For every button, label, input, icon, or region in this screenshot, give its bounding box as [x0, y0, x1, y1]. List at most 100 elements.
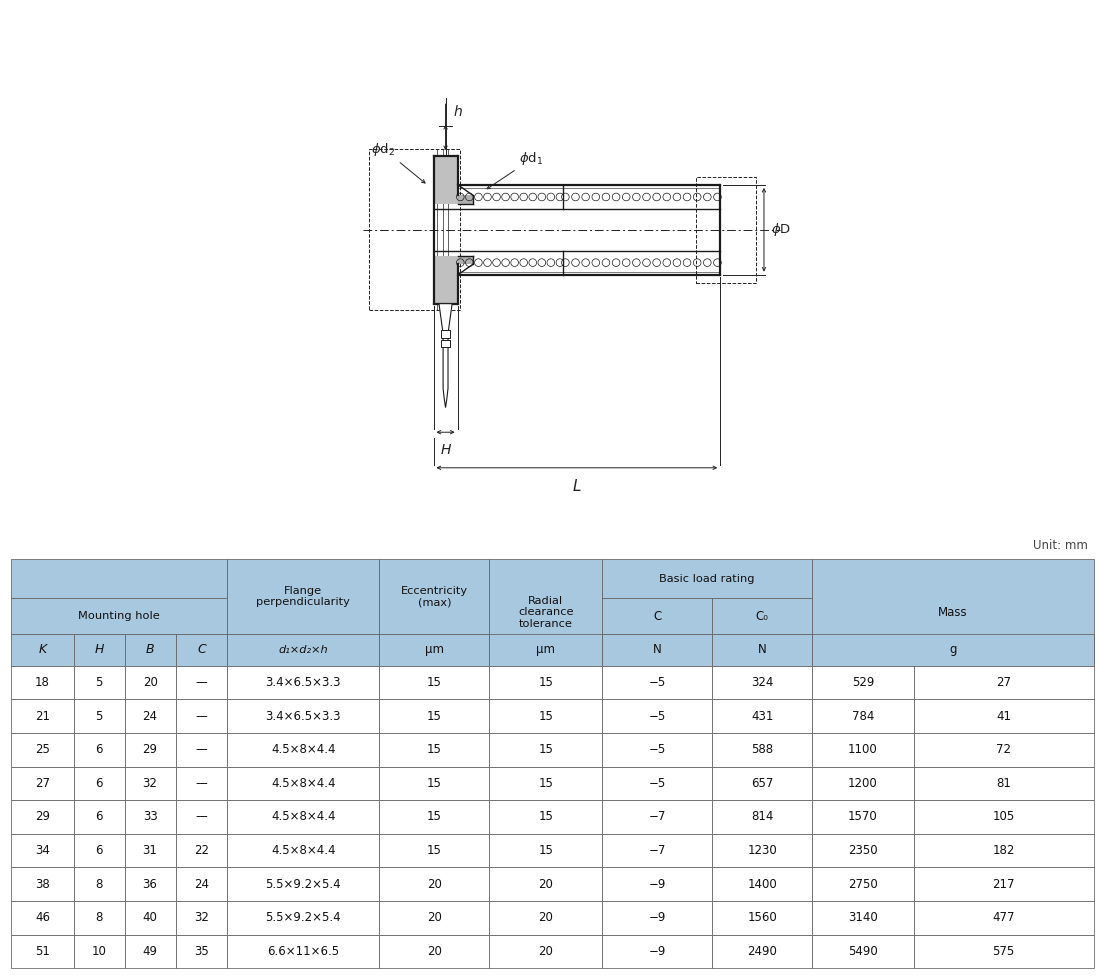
Text: 814: 814	[751, 811, 774, 824]
Bar	[602, 833, 712, 868]
Text: 15: 15	[426, 811, 442, 824]
Text: K: K	[38, 643, 46, 657]
Text: H: H	[95, 643, 104, 657]
Bar	[74, 901, 124, 935]
Bar	[124, 868, 176, 901]
Bar	[176, 700, 227, 733]
Text: 33: 33	[143, 811, 157, 824]
Text: 182: 182	[992, 844, 1014, 857]
Bar	[489, 559, 602, 666]
Bar	[913, 901, 1094, 935]
Text: —: —	[196, 676, 208, 689]
Text: 81: 81	[996, 777, 1011, 789]
Bar	[227, 800, 379, 833]
Text: 217: 217	[992, 877, 1014, 891]
Text: 15: 15	[426, 676, 442, 689]
Text: Eccentricity
(max): Eccentricity (max)	[401, 585, 468, 608]
Bar	[124, 935, 176, 968]
Text: $\phi$d$_2$: $\phi$d$_2$	[371, 141, 396, 158]
Bar	[712, 666, 812, 700]
Bar	[812, 666, 913, 700]
Text: 6: 6	[96, 743, 103, 756]
Text: 105: 105	[992, 811, 1014, 824]
Text: −7: −7	[648, 844, 666, 857]
Bar	[913, 767, 1094, 800]
Bar	[227, 935, 379, 968]
Bar	[812, 833, 913, 868]
Text: 40: 40	[143, 912, 157, 924]
Bar	[602, 901, 712, 935]
Bar	[227, 733, 379, 767]
Bar	[712, 901, 812, 935]
Text: 3.4×6.5×3.3: 3.4×6.5×3.3	[266, 709, 341, 723]
Text: L: L	[573, 479, 581, 493]
Text: μm: μm	[536, 643, 555, 657]
Bar	[696, 177, 756, 283]
Bar	[227, 559, 379, 634]
Bar	[441, 340, 451, 348]
Bar	[227, 767, 379, 800]
Text: −7: −7	[648, 811, 666, 824]
Text: 29: 29	[143, 743, 157, 756]
Bar	[74, 800, 124, 833]
Bar	[11, 901, 74, 935]
Polygon shape	[457, 256, 473, 264]
Text: —: —	[196, 709, 208, 723]
Bar	[489, 868, 602, 901]
Bar	[74, 935, 124, 968]
Text: 21: 21	[35, 709, 49, 723]
Bar	[379, 700, 489, 733]
Text: 72: 72	[996, 743, 1011, 756]
Text: 15: 15	[426, 743, 442, 756]
Text: 4.5×8×4.4: 4.5×8×4.4	[271, 844, 335, 857]
Bar	[812, 634, 1094, 666]
Text: 46: 46	[35, 912, 49, 924]
Text: Mounting hole: Mounting hole	[78, 611, 160, 621]
Text: C: C	[197, 643, 206, 657]
Text: μm: μm	[424, 643, 444, 657]
Bar	[602, 700, 712, 733]
Bar	[11, 559, 227, 598]
Bar	[489, 935, 602, 968]
Bar	[74, 767, 124, 800]
Bar	[812, 733, 913, 767]
Text: 34: 34	[35, 844, 49, 857]
Bar	[124, 901, 176, 935]
Bar	[379, 800, 489, 833]
Text: 784: 784	[852, 709, 874, 723]
Bar	[11, 666, 74, 700]
Text: 25: 25	[35, 743, 49, 756]
Bar	[379, 767, 489, 800]
Bar	[602, 733, 712, 767]
Bar	[712, 733, 812, 767]
Text: 27: 27	[996, 676, 1011, 689]
Bar	[176, 901, 227, 935]
Bar	[812, 935, 913, 968]
Text: 5.5×9.2×5.4: 5.5×9.2×5.4	[266, 912, 341, 924]
Text: 20: 20	[426, 877, 442, 891]
Bar	[176, 868, 227, 901]
Bar	[176, 666, 227, 700]
Bar	[124, 833, 176, 868]
Text: C₀: C₀	[756, 610, 768, 622]
Bar	[489, 833, 602, 868]
Text: —: —	[196, 743, 208, 756]
Bar	[602, 868, 712, 901]
Bar	[812, 868, 913, 901]
Text: −5: −5	[648, 709, 666, 723]
Bar	[227, 634, 379, 666]
Bar	[913, 800, 1094, 833]
Text: N: N	[653, 643, 662, 657]
Bar	[11, 800, 74, 833]
Text: 15: 15	[426, 777, 442, 789]
Bar	[712, 833, 812, 868]
Bar	[227, 833, 379, 868]
Text: 31: 31	[143, 844, 157, 857]
Bar	[176, 634, 227, 666]
Bar	[602, 666, 712, 700]
Text: 24: 24	[195, 877, 209, 891]
Bar	[124, 634, 176, 666]
Text: 5: 5	[96, 676, 103, 689]
Bar	[602, 767, 712, 800]
Bar	[74, 634, 124, 666]
